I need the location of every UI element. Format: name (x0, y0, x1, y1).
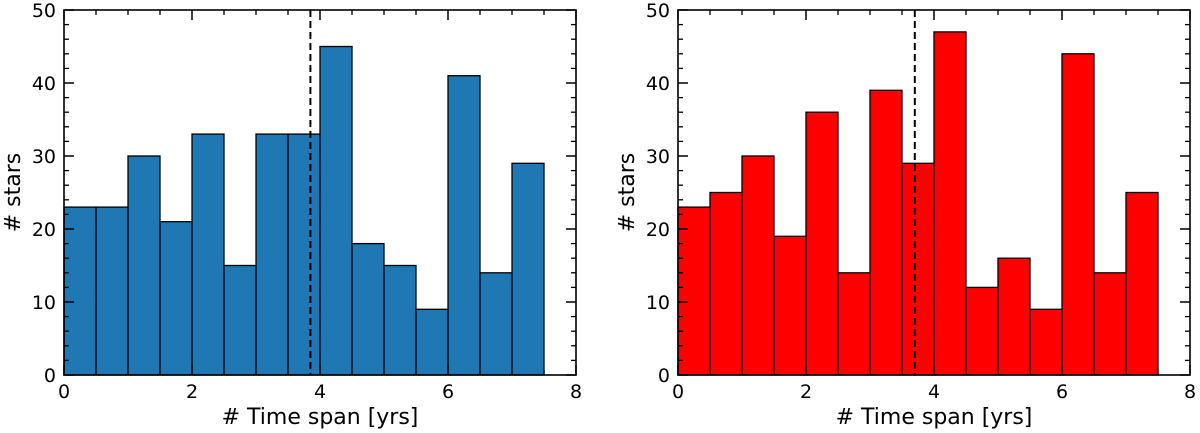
bars (63, 45, 545, 376)
bar (287, 133, 321, 376)
x-tick-label: 2 (186, 381, 198, 403)
y-axis-label: # stars (615, 153, 640, 233)
histogram-panel-left: 0 2 4 6 8 0 10 20 30 40 50 # Time span [yrs] # stars (1, 0, 582, 430)
bar (319, 45, 353, 376)
y-ticks: 0 10 20 30 40 50 (646, 0, 1190, 387)
x-tick-label: 8 (1184, 381, 1196, 403)
bar (869, 89, 903, 376)
bar (1029, 308, 1063, 376)
axes-frame (677, 9, 1191, 376)
y-tick-label: 20 (646, 219, 670, 241)
minor-ticks (678, 10, 1190, 375)
x-axis-label: # Time span [yrs] (222, 405, 419, 430)
bar (1093, 272, 1127, 376)
bar (805, 111, 839, 376)
bar (709, 191, 743, 376)
bar (933, 31, 967, 376)
bar (95, 206, 129, 376)
y-tick-label: 50 (646, 0, 670, 22)
bar (383, 264, 417, 376)
bar (127, 155, 161, 376)
minor-ticks (64, 10, 576, 375)
bar (191, 133, 225, 376)
bar (415, 308, 449, 376)
y-tick-label: 40 (646, 73, 670, 95)
bar (255, 133, 289, 376)
x-tick-label: 6 (1056, 381, 1068, 403)
bar (511, 162, 545, 376)
bar (965, 286, 999, 376)
y-tick-label: 10 (32, 292, 56, 314)
bar (741, 155, 775, 376)
bar (223, 264, 257, 376)
y-tick-label: 40 (32, 73, 56, 95)
x-axis-label: # Time span [yrs] (836, 405, 1033, 430)
bar (447, 75, 481, 376)
bar (63, 206, 97, 376)
bar (997, 257, 1031, 376)
x-tick-label: 8 (570, 381, 582, 403)
y-tick-label: 10 (646, 292, 670, 314)
bar (1125, 191, 1159, 376)
bars (677, 31, 1159, 376)
bar (901, 162, 935, 376)
y-tick-label: 0 (658, 365, 670, 387)
y-axis-label: # stars (1, 153, 26, 233)
x-tick-label: 0 (672, 381, 684, 403)
bar (677, 206, 711, 376)
y-tick-label: 50 (32, 0, 56, 22)
bar (773, 235, 807, 376)
bar (479, 272, 513, 376)
y-tick-label: 20 (32, 219, 56, 241)
x-tick-label: 6 (442, 381, 454, 403)
x-ticks: 0 2 4 6 8 (58, 10, 582, 403)
x-tick-label: 4 (314, 381, 326, 403)
bar (351, 242, 385, 376)
bar (1061, 53, 1095, 376)
bar (159, 221, 193, 376)
y-tick-label: 30 (32, 146, 56, 168)
x-tick-label: 4 (928, 381, 940, 403)
axes-frame (63, 9, 577, 376)
y-tick-label: 0 (44, 365, 56, 387)
y-tick-label: 30 (646, 146, 670, 168)
bar (837, 272, 871, 376)
x-tick-label: 2 (800, 381, 812, 403)
histogram-panel-right: 0 2 4 6 8 0 10 20 30 40 50 # Time span [yrs] # stars (615, 0, 1196, 430)
x-tick-label: 0 (58, 381, 70, 403)
